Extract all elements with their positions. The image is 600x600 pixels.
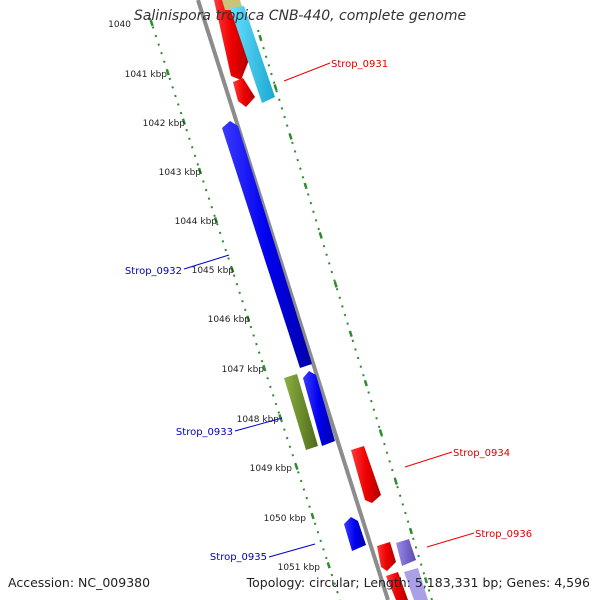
right-major-tick	[258, 34, 263, 42]
leader-strop-0934	[404, 451, 453, 468]
left-major-tick	[278, 414, 283, 421]
gene-bottom-red[interactable]	[386, 572, 408, 600]
left-major-tick	[310, 512, 315, 520]
gene-strop-0930[interactable]	[214, 0, 249, 80]
leader-strop-0931	[283, 62, 331, 82]
topology-text: Topology: circular; Length: 5,183,331 bp…	[246, 575, 590, 590]
tick-label-1046: 1046 kbp	[208, 315, 251, 325]
tick-label-1041: 1041 kbp	[125, 70, 168, 80]
gene-strop-0936-red[interactable]	[377, 542, 396, 571]
right-major-ticks	[258, 34, 429, 584]
right-major-tick	[408, 527, 414, 535]
tick-label-1044: 1044 kbp	[175, 217, 218, 227]
left-major-ticks	[149, 19, 331, 569]
right-major-tick	[348, 330, 353, 338]
accession-text: Accession: NC_009380	[8, 575, 151, 590]
tick-label-1040: 1040	[108, 20, 131, 30]
left-major-tick	[326, 562, 331, 569]
left-major-tick	[246, 315, 251, 323]
left-major-tick	[181, 118, 186, 125]
right-major-tick	[273, 84, 278, 91]
leader-strop-0933	[234, 417, 283, 432]
right-major-tick	[423, 577, 429, 584]
right-major-tick	[333, 281, 338, 288]
gene-bottom-lavender[interactable]	[404, 568, 428, 600]
right-major-tick	[378, 429, 383, 436]
left-major-tick	[213, 216, 219, 224]
tick-label-1043: 1043 kbp	[159, 168, 202, 178]
leader-strop-0935	[268, 543, 316, 558]
right-major-tick	[393, 478, 398, 485]
gene-strop-0931[interactable]	[230, 6, 275, 103]
right-major-tick	[363, 379, 368, 387]
gene-strop-0932[interactable]	[222, 121, 312, 368]
tick-label-1051: 1051 kbp	[278, 563, 321, 573]
gene-strop-0935[interactable]	[344, 517, 366, 551]
gene-strop-0931-small[interactable]	[233, 78, 255, 107]
left-major-tick	[229, 266, 235, 273]
gene-strop-0933[interactable]	[284, 374, 318, 450]
tick-label-1048: 1048 kbp	[237, 415, 280, 425]
genome-backbone	[196, 0, 390, 600]
gene-label-strop-0936[interactable]: Strop_0936	[475, 529, 532, 540]
right-major-tick	[318, 231, 323, 239]
gene-label-strop-0931[interactable]: Strop_0931	[331, 59, 388, 70]
right-tick-track	[257, 29, 433, 600]
gene-label-strop-0933[interactable]: Strop_0933	[176, 427, 233, 438]
tick-label-1049: 1049 kbp	[250, 464, 293, 474]
left-major-tick	[197, 167, 203, 175]
left-tick-track	[149, 17, 341, 600]
right-major-tick	[303, 182, 308, 190]
left-major-tick	[262, 364, 267, 372]
gene-strop-0933-blue[interactable]	[303, 371, 335, 446]
tick-label-1047: 1047 kbp	[222, 365, 265, 375]
gene-strop-0934[interactable]	[351, 446, 381, 503]
left-major-tick	[165, 69, 170, 76]
gene-label-strop-0932[interactable]: Strop_0932	[125, 266, 182, 277]
gene-strop-0936[interactable]	[396, 539, 416, 566]
leader-strop-0932	[183, 254, 230, 270]
right-major-tick	[288, 133, 293, 140]
map-title: Salinispora tropica CNB-440, complete ge…	[133, 8, 467, 24]
tick-label-1050: 1050 kbp	[264, 514, 307, 524]
left-major-tick	[149, 19, 154, 27]
gene-label-strop-0935[interactable]: Strop_0935	[210, 552, 267, 563]
left-major-tick	[294, 463, 299, 470]
tick-label-1042: 1042 kbp	[143, 119, 186, 129]
gene-label-strop-0934[interactable]: Strop_0934	[453, 448, 510, 459]
leader-strop-0936	[426, 532, 475, 548]
tick-label-1045: 1045 kbp	[192, 266, 235, 276]
